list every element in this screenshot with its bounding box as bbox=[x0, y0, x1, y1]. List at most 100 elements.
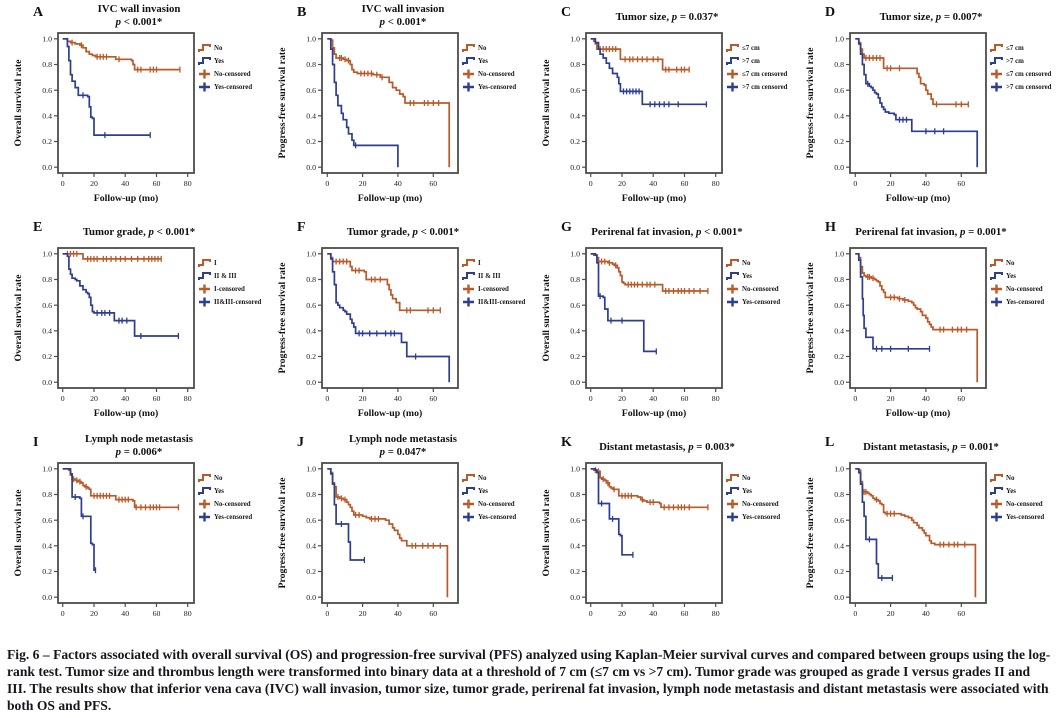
svg-text:0.8: 0.8 bbox=[570, 490, 580, 499]
km-panel-f: F Tumor grade, p < 0.001* Progress-free su… bbox=[264, 215, 528, 430]
step-line-icon bbox=[462, 272, 475, 280]
svg-text:0.0: 0.0 bbox=[42, 163, 52, 172]
svg-text:20: 20 bbox=[618, 179, 626, 188]
censored-plus-icon bbox=[727, 297, 738, 307]
panel-letter: C bbox=[561, 5, 572, 20]
legend: No Yes No-censored Yes-censored bbox=[198, 470, 262, 525]
svg-text:0.6: 0.6 bbox=[570, 516, 580, 525]
legend-label: Yes-censored bbox=[214, 513, 253, 521]
legend-item: Yes-censored bbox=[726, 512, 790, 522]
step-line-icon bbox=[462, 259, 475, 267]
svg-text:0.4: 0.4 bbox=[306, 326, 316, 335]
legend-label: No-censored bbox=[478, 500, 515, 508]
step-line-icon bbox=[990, 272, 1003, 280]
censored-plus-icon bbox=[727, 82, 738, 92]
km-panel-h: H Perirenal fat invasion, p = 0.001* Progr… bbox=[792, 215, 1056, 430]
svg-text:0.4: 0.4 bbox=[306, 541, 316, 550]
legend-label: No bbox=[214, 474, 223, 482]
plot-area: 0.0 0.2 0.4 0.6 0.8 1.0 0 20 40 60 80 Follow-up (mo… bbox=[42, 32, 195, 204]
plot-area: 0.0 0.2 0.4 0.6 0.8 1.0 0 20 40 60 Follow-up (mo) bbox=[834, 247, 987, 419]
svg-text:0.0: 0.0 bbox=[42, 593, 52, 602]
km-panel-k: K Distant metastasis, p = 0.003* Overall s… bbox=[528, 430, 792, 645]
panel-title: Distant metastasis, p = 0.003* bbox=[599, 441, 735, 453]
censored-plus-icon bbox=[463, 82, 474, 92]
step-line-icon bbox=[726, 474, 739, 482]
svg-text:0.0: 0.0 bbox=[570, 378, 580, 387]
legend-item: Yes bbox=[726, 271, 790, 281]
svg-text:0.4: 0.4 bbox=[306, 111, 316, 120]
y-axis-label: Progress-free survival rate bbox=[277, 477, 288, 589]
svg-text:0.4: 0.4 bbox=[570, 111, 580, 120]
svg-text:0.8: 0.8 bbox=[42, 275, 52, 284]
svg-text:0.0: 0.0 bbox=[834, 593, 844, 602]
legend-item: I-censored bbox=[198, 284, 262, 294]
km-panel-d: D Tumor size, p = 0.007* Progress-free sur… bbox=[792, 0, 1056, 215]
y-axis-label: Progress-free survival rate bbox=[805, 262, 816, 374]
svg-text:0.8: 0.8 bbox=[306, 60, 316, 69]
svg-text:0: 0 bbox=[61, 179, 65, 188]
legend-item: No bbox=[198, 43, 262, 53]
legend-item: Yes-censored bbox=[462, 82, 526, 92]
censored-plus-icon bbox=[991, 297, 1002, 307]
legend-item: I bbox=[462, 258, 526, 268]
plot-area: 0.0 0.2 0.4 0.6 0.8 1.0 0 20 40 60 Follow-up (mo) bbox=[306, 32, 459, 204]
svg-text:0.8: 0.8 bbox=[570, 275, 580, 284]
legend-item: Yes-censored bbox=[198, 512, 262, 522]
legend-item: Yes bbox=[198, 56, 262, 66]
legend-label: ≤7 cm bbox=[742, 44, 760, 52]
panel-title: Tumor size, p = 0.037* bbox=[615, 11, 719, 23]
legend-label: ≤7 cm censored bbox=[742, 70, 788, 78]
censored-plus-icon bbox=[463, 297, 474, 307]
legend-item: Yes-censored bbox=[990, 512, 1054, 522]
censored-plus-icon bbox=[463, 69, 474, 79]
step-line-icon bbox=[198, 272, 211, 280]
km-panel-l: L Distant metastasis, p = 0.001* Progress-… bbox=[792, 430, 1056, 645]
legend-item: >7 cm bbox=[990, 56, 1054, 66]
censored-plus-icon bbox=[199, 512, 210, 522]
step-line-icon bbox=[726, 487, 739, 495]
svg-text:20: 20 bbox=[887, 609, 895, 618]
svg-text:0.4: 0.4 bbox=[834, 111, 844, 120]
y-axis-label: Overall survival rate bbox=[13, 59, 24, 147]
km-panel-b: B IVC wall invasion p < 0.001* Progress-fre… bbox=[264, 0, 528, 215]
plot-area: 0.0 0.2 0.4 0.6 0.8 1.0 0 20 40 60 Follow-up (mo) bbox=[306, 247, 459, 419]
step-line-icon bbox=[198, 44, 211, 52]
svg-text:0: 0 bbox=[325, 394, 329, 403]
svg-text:0.2: 0.2 bbox=[570, 352, 580, 361]
svg-text:20: 20 bbox=[359, 394, 367, 403]
legend-label: ≤7 cm bbox=[1006, 44, 1024, 52]
svg-text:0.2: 0.2 bbox=[42, 352, 52, 361]
svg-text:Follow-up (mo): Follow-up (mo) bbox=[358, 193, 423, 204]
svg-text:80: 80 bbox=[712, 609, 720, 618]
svg-text:0.4: 0.4 bbox=[570, 326, 580, 335]
legend-label: Yes bbox=[478, 487, 488, 495]
svg-text:0.4: 0.4 bbox=[570, 541, 580, 550]
legend-item: Yes bbox=[462, 486, 526, 496]
plot-area: 0.0 0.2 0.4 0.6 0.8 1.0 0 20 40 60 Follow-up (mo) bbox=[834, 32, 987, 204]
legend-label: >7 cm bbox=[742, 57, 760, 65]
svg-text:20: 20 bbox=[90, 394, 98, 403]
km-panel-g: G Perirenal fat invasion, p < 0.001* Overa… bbox=[528, 215, 792, 430]
svg-text:0.8: 0.8 bbox=[834, 60, 844, 69]
svg-text:0.8: 0.8 bbox=[834, 275, 844, 284]
legend-item: No bbox=[462, 473, 526, 483]
legend-label: >7 cm bbox=[1006, 57, 1024, 65]
svg-text:Follow-up (mo): Follow-up (mo) bbox=[622, 193, 687, 204]
step-line-icon bbox=[462, 487, 475, 495]
legend-label: No-censored bbox=[1006, 500, 1043, 508]
legend-item: No-censored bbox=[462, 69, 526, 79]
legend-label: I-censored bbox=[478, 285, 509, 293]
svg-text:0.6: 0.6 bbox=[42, 301, 52, 310]
legend-label: No bbox=[1006, 259, 1015, 267]
y-axis-label: Progress-free survival rate bbox=[805, 47, 816, 159]
step-line-icon bbox=[990, 57, 1003, 65]
svg-text:40: 40 bbox=[394, 609, 402, 618]
svg-text:0.0: 0.0 bbox=[570, 163, 580, 172]
svg-text:0.4: 0.4 bbox=[42, 326, 52, 335]
legend-item: No-censored bbox=[198, 499, 262, 509]
svg-text:60: 60 bbox=[681, 609, 689, 618]
legend: No Yes No-censored Yes-censored bbox=[990, 255, 1054, 310]
svg-text:0.6: 0.6 bbox=[570, 86, 580, 95]
legend-item: No-censored bbox=[462, 499, 526, 509]
svg-text:60: 60 bbox=[957, 609, 965, 618]
